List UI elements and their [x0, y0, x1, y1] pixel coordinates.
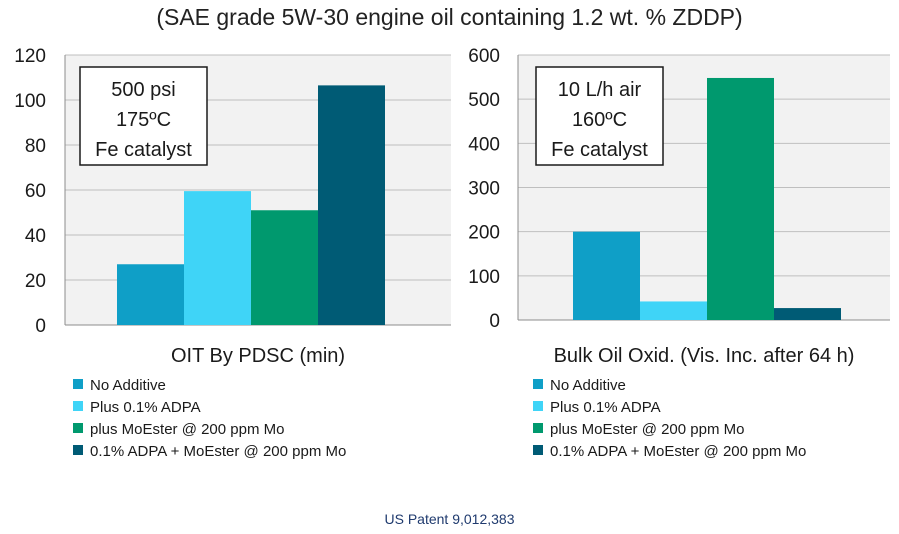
y-tick-label: 500: [468, 90, 500, 111]
bar-0-1-adpa-moester-200-ppm-mo: [774, 308, 841, 320]
x-axis-title: OIT By PDSC (min): [171, 345, 345, 367]
legend-label: plus MoEster @ 200 ppm Mo: [550, 421, 744, 438]
y-tick-label: 80: [25, 136, 46, 157]
y-tick-label: 120: [14, 46, 46, 67]
bar-no-additive: [573, 231, 640, 320]
legend-swatch: [73, 445, 83, 455]
x-axis-title: Bulk Oil Oxid. (Vis. Inc. after 64 h): [554, 345, 855, 367]
conditions-text: 10 L/h air: [558, 79, 642, 101]
legend-label: Plus 0.1% ADPA: [90, 399, 201, 416]
y-tick-label: 0: [35, 316, 46, 337]
legend-swatch: [533, 401, 543, 411]
legend-label: No Additive: [550, 377, 626, 394]
legend-swatch: [73, 423, 83, 433]
legend-label: 0.1% ADPA + MoEster @ 200 ppm Mo: [550, 443, 806, 460]
y-tick-label: 0: [489, 311, 500, 332]
conditions-text: 160ºC: [572, 109, 627, 131]
legend-swatch: [533, 423, 543, 433]
legend-label: plus MoEster @ 200 ppm Mo: [90, 421, 284, 438]
bar-plus-moester-200-ppm-mo: [707, 77, 774, 320]
bar-0-1-adpa-moester-200-ppm-mo: [318, 85, 385, 325]
y-tick-label: 100: [468, 267, 500, 288]
patent-footer: US Patent 9,012,383: [384, 511, 515, 527]
figure-title: (SAE grade 5W-30 engine oil containing 1…: [156, 4, 743, 30]
bar-plus-0-1-adpa: [184, 191, 251, 325]
bar-plus-0-1-adpa: [640, 301, 707, 320]
legend-label: 0.1% ADPA + MoEster @ 200 ppm Mo: [90, 443, 346, 460]
bar-plus-moester-200-ppm-mo: [251, 210, 318, 325]
legend-swatch: [73, 379, 83, 389]
y-tick-label: 20: [25, 271, 46, 292]
y-tick-label: 60: [25, 181, 46, 202]
bar-no-additive: [117, 264, 184, 325]
conditions-text: 500 psi: [111, 79, 176, 101]
y-tick-label: 200: [468, 223, 500, 244]
conditions-box: [535, 66, 664, 166]
y-tick-label: 400: [468, 134, 500, 155]
legend-swatch: [73, 401, 83, 411]
legend-label: Plus 0.1% ADPA: [550, 399, 661, 416]
conditions-box: [79, 66, 208, 166]
y-tick-label: 100: [14, 91, 46, 112]
y-tick-label: 300: [468, 179, 500, 200]
legend-label: No Additive: [90, 377, 166, 394]
y-tick-label: 40: [25, 226, 46, 247]
legend-swatch: [533, 379, 543, 389]
legend-swatch: [533, 445, 543, 455]
conditions-text: Fe catalyst: [551, 139, 648, 161]
y-tick-label: 600: [468, 46, 500, 67]
conditions-text: 175ºC: [116, 109, 171, 131]
conditions-text: Fe catalyst: [95, 139, 192, 161]
